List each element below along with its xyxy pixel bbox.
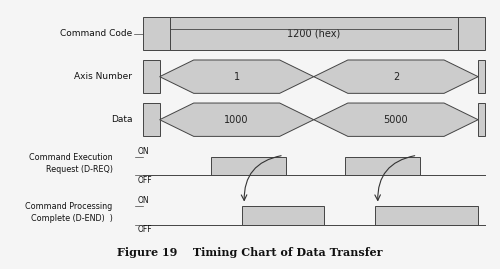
- Bar: [142, 103, 160, 136]
- Bar: [458, 17, 485, 50]
- Bar: [376, 206, 478, 225]
- Polygon shape: [314, 103, 478, 136]
- Text: OFF: OFF: [138, 225, 152, 234]
- Text: 2: 2: [393, 72, 399, 82]
- Text: 1: 1: [234, 72, 240, 82]
- Bar: [170, 17, 458, 50]
- Bar: [142, 60, 160, 93]
- Text: Command Processing
Complete (D-END)  ): Command Processing Complete (D-END) ): [25, 202, 112, 223]
- Bar: [344, 157, 420, 175]
- Text: 1000: 1000: [224, 115, 249, 125]
- Bar: [478, 60, 485, 93]
- Text: ON: ON: [138, 147, 149, 156]
- Text: Axis Number: Axis Number: [74, 72, 132, 81]
- Text: Figure 19    Timing Chart of Data Transfer: Figure 19 Timing Chart of Data Transfer: [117, 247, 383, 258]
- Bar: [142, 17, 170, 50]
- Polygon shape: [160, 103, 314, 136]
- Text: ON: ON: [138, 196, 149, 205]
- Text: 5000: 5000: [384, 115, 408, 125]
- Polygon shape: [160, 60, 314, 93]
- Bar: [242, 206, 324, 225]
- Text: Data: Data: [111, 115, 132, 124]
- Text: OFF: OFF: [138, 176, 152, 185]
- Text: Command Execution
Request (D-REQ): Command Execution Request (D-REQ): [29, 153, 112, 174]
- Text: 1200 (hex): 1200 (hex): [287, 29, 341, 39]
- Bar: [478, 103, 485, 136]
- Bar: [211, 157, 286, 175]
- Polygon shape: [314, 60, 478, 93]
- Text: Command Code: Command Code: [60, 29, 132, 38]
